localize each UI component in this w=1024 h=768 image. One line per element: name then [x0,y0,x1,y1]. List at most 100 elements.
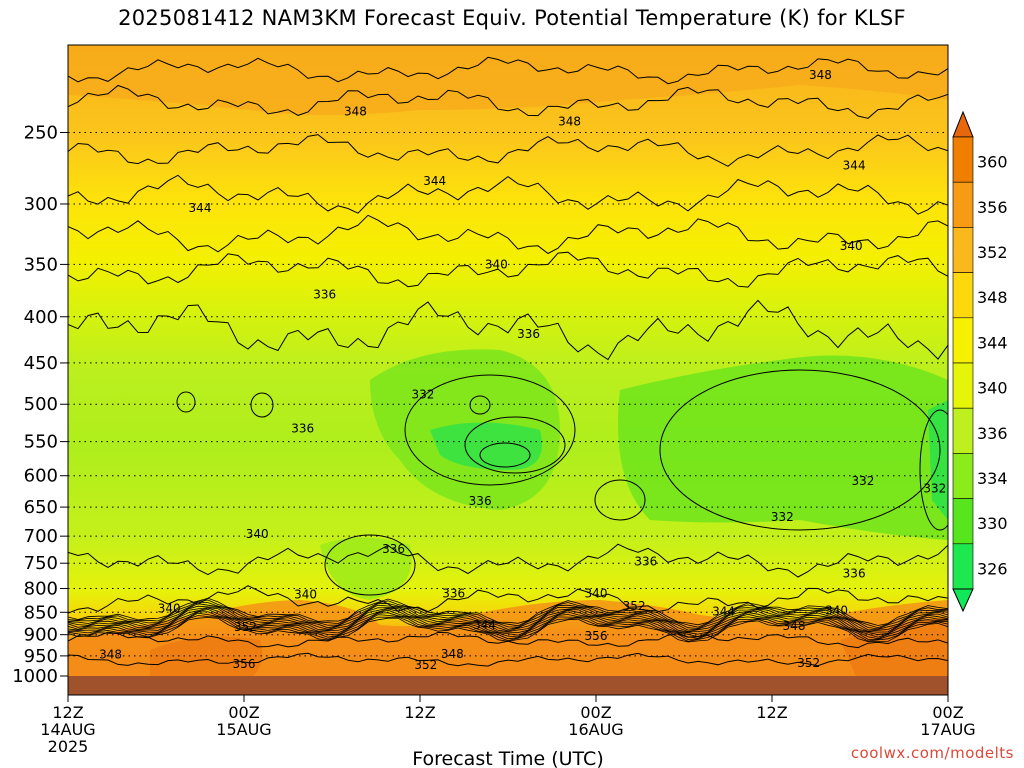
contour-value-label: 344 [423,174,446,188]
colorbar-label: 356 [977,198,1008,217]
y-tick-label: 1000 [12,666,58,687]
contour-line [68,603,948,631]
contour-value-label: 332 [851,474,874,488]
contour-line [68,652,948,667]
contour-value-label: 332 [411,388,434,402]
colorbar-label: 326 [977,559,1008,578]
plot-frame [67,44,949,696]
contour-line [68,134,948,167]
colorbar-swatch [952,317,974,364]
contour-line [68,597,948,626]
contour-line [68,299,948,361]
y-tick-label: 500 [24,394,58,415]
colorbar-max-arrow [952,110,974,138]
contour-value-label: 336 [313,288,336,302]
y-tick-label: 900 [24,625,58,646]
contour-value-label: 352 [623,599,646,613]
contour-line [68,599,948,629]
contour-value-label: 340 [825,603,848,617]
chart-title: 2025081412 NAM3KM Forecast Equiv. Potent… [118,6,906,30]
contour-line [176,391,196,413]
contour-value-label: 348 [809,68,832,82]
contour-value-label: 340 [585,586,608,600]
colorbar-label: 352 [977,243,1008,262]
y-tick-label: 450 [24,353,58,374]
x-axis-label: Forecast Time (UTC) [412,748,603,768]
colorbar-label: 330 [977,514,1008,533]
contour-value-label: 340 [294,587,317,601]
contour-line [68,607,948,636]
contour-line [68,615,948,642]
colorbar-swatch [952,407,974,454]
contour-value-label: 348 [99,648,122,662]
cool-core-right [928,400,948,520]
warm-boundary-layer [68,600,948,695]
colorbar-swatch [952,227,974,273]
colorbar-swatch [952,181,974,228]
contour-value-label: 336 [843,567,866,581]
contour-line [594,479,646,521]
contour-line [404,374,576,486]
contour-value-label: 332 [923,482,946,496]
contour-value-label: 348 [558,114,581,128]
contour-line [324,534,416,596]
contour-line [68,251,948,288]
contour-line [464,416,566,474]
x-tick-label: 2025 [48,737,89,756]
contour-line [68,174,948,215]
colorbar-min-arrow [952,588,974,613]
y-tick-label: 400 [24,307,58,328]
contour-value-label: 336 [634,555,657,569]
colorbar-label: 334 [977,469,1008,488]
source-credit: coolwx.com/modelts [850,744,1014,762]
contour-value-label: 340 [246,527,269,541]
contour-value-label: 344 [473,618,496,632]
colorbar-label: 340 [977,379,1008,398]
cool-region-right [618,355,948,540]
y-tick-label: 300 [24,194,58,215]
contour-line [68,608,948,638]
x-tick-label: 12Z [404,703,435,722]
colorbar-label: 336 [977,424,1008,443]
hot-pocket [150,636,263,685]
contour-value-label: 356 [233,657,256,671]
x-tick-label: 12Z [52,703,83,722]
cool-region-mid [320,537,412,600]
colorbar-swatch [952,362,974,409]
contour-value-label: 336 [291,422,314,436]
warm-upper-band [68,45,948,115]
x-tick-label: 00Z [932,703,963,722]
contour-value-label: 348 [783,619,806,633]
contour-value-label: 356 [585,629,608,643]
contour-value-label: 352 [797,656,820,670]
contour-value-label: 344 [843,159,866,173]
colorbar-swatch [952,498,974,545]
contour-line [479,442,531,468]
y-tick-label: 350 [24,254,58,275]
contour-value-label: 352 [234,620,257,634]
contour-value-label: 352 [414,658,437,672]
x-tick-label: 16AUG [568,720,623,739]
y-tick-label: 850 [24,602,58,623]
y-tick-label: 550 [24,432,58,453]
y-tick-label: 950 [24,646,58,667]
contour-line [68,585,948,614]
x-tick-label: 00Z [228,703,259,722]
contour-line [68,605,948,632]
contour-line [68,214,948,255]
ground-below-surface [68,676,948,695]
colorbar-label: 344 [977,333,1008,352]
contour-line [68,84,948,119]
y-tick-label: 750 [24,553,58,574]
y-tick-label: 800 [24,579,58,600]
contour-value-label: 344 [189,201,212,215]
y-tick-label: 650 [24,497,58,518]
x-tick-label: 14AUG [40,720,95,739]
contour-line [250,392,274,418]
contour-line [919,409,948,531]
contour-line [68,612,948,641]
contour-line [68,601,948,630]
contour-value-label: 340 [158,602,181,616]
contour-value-label: 348 [344,105,367,119]
